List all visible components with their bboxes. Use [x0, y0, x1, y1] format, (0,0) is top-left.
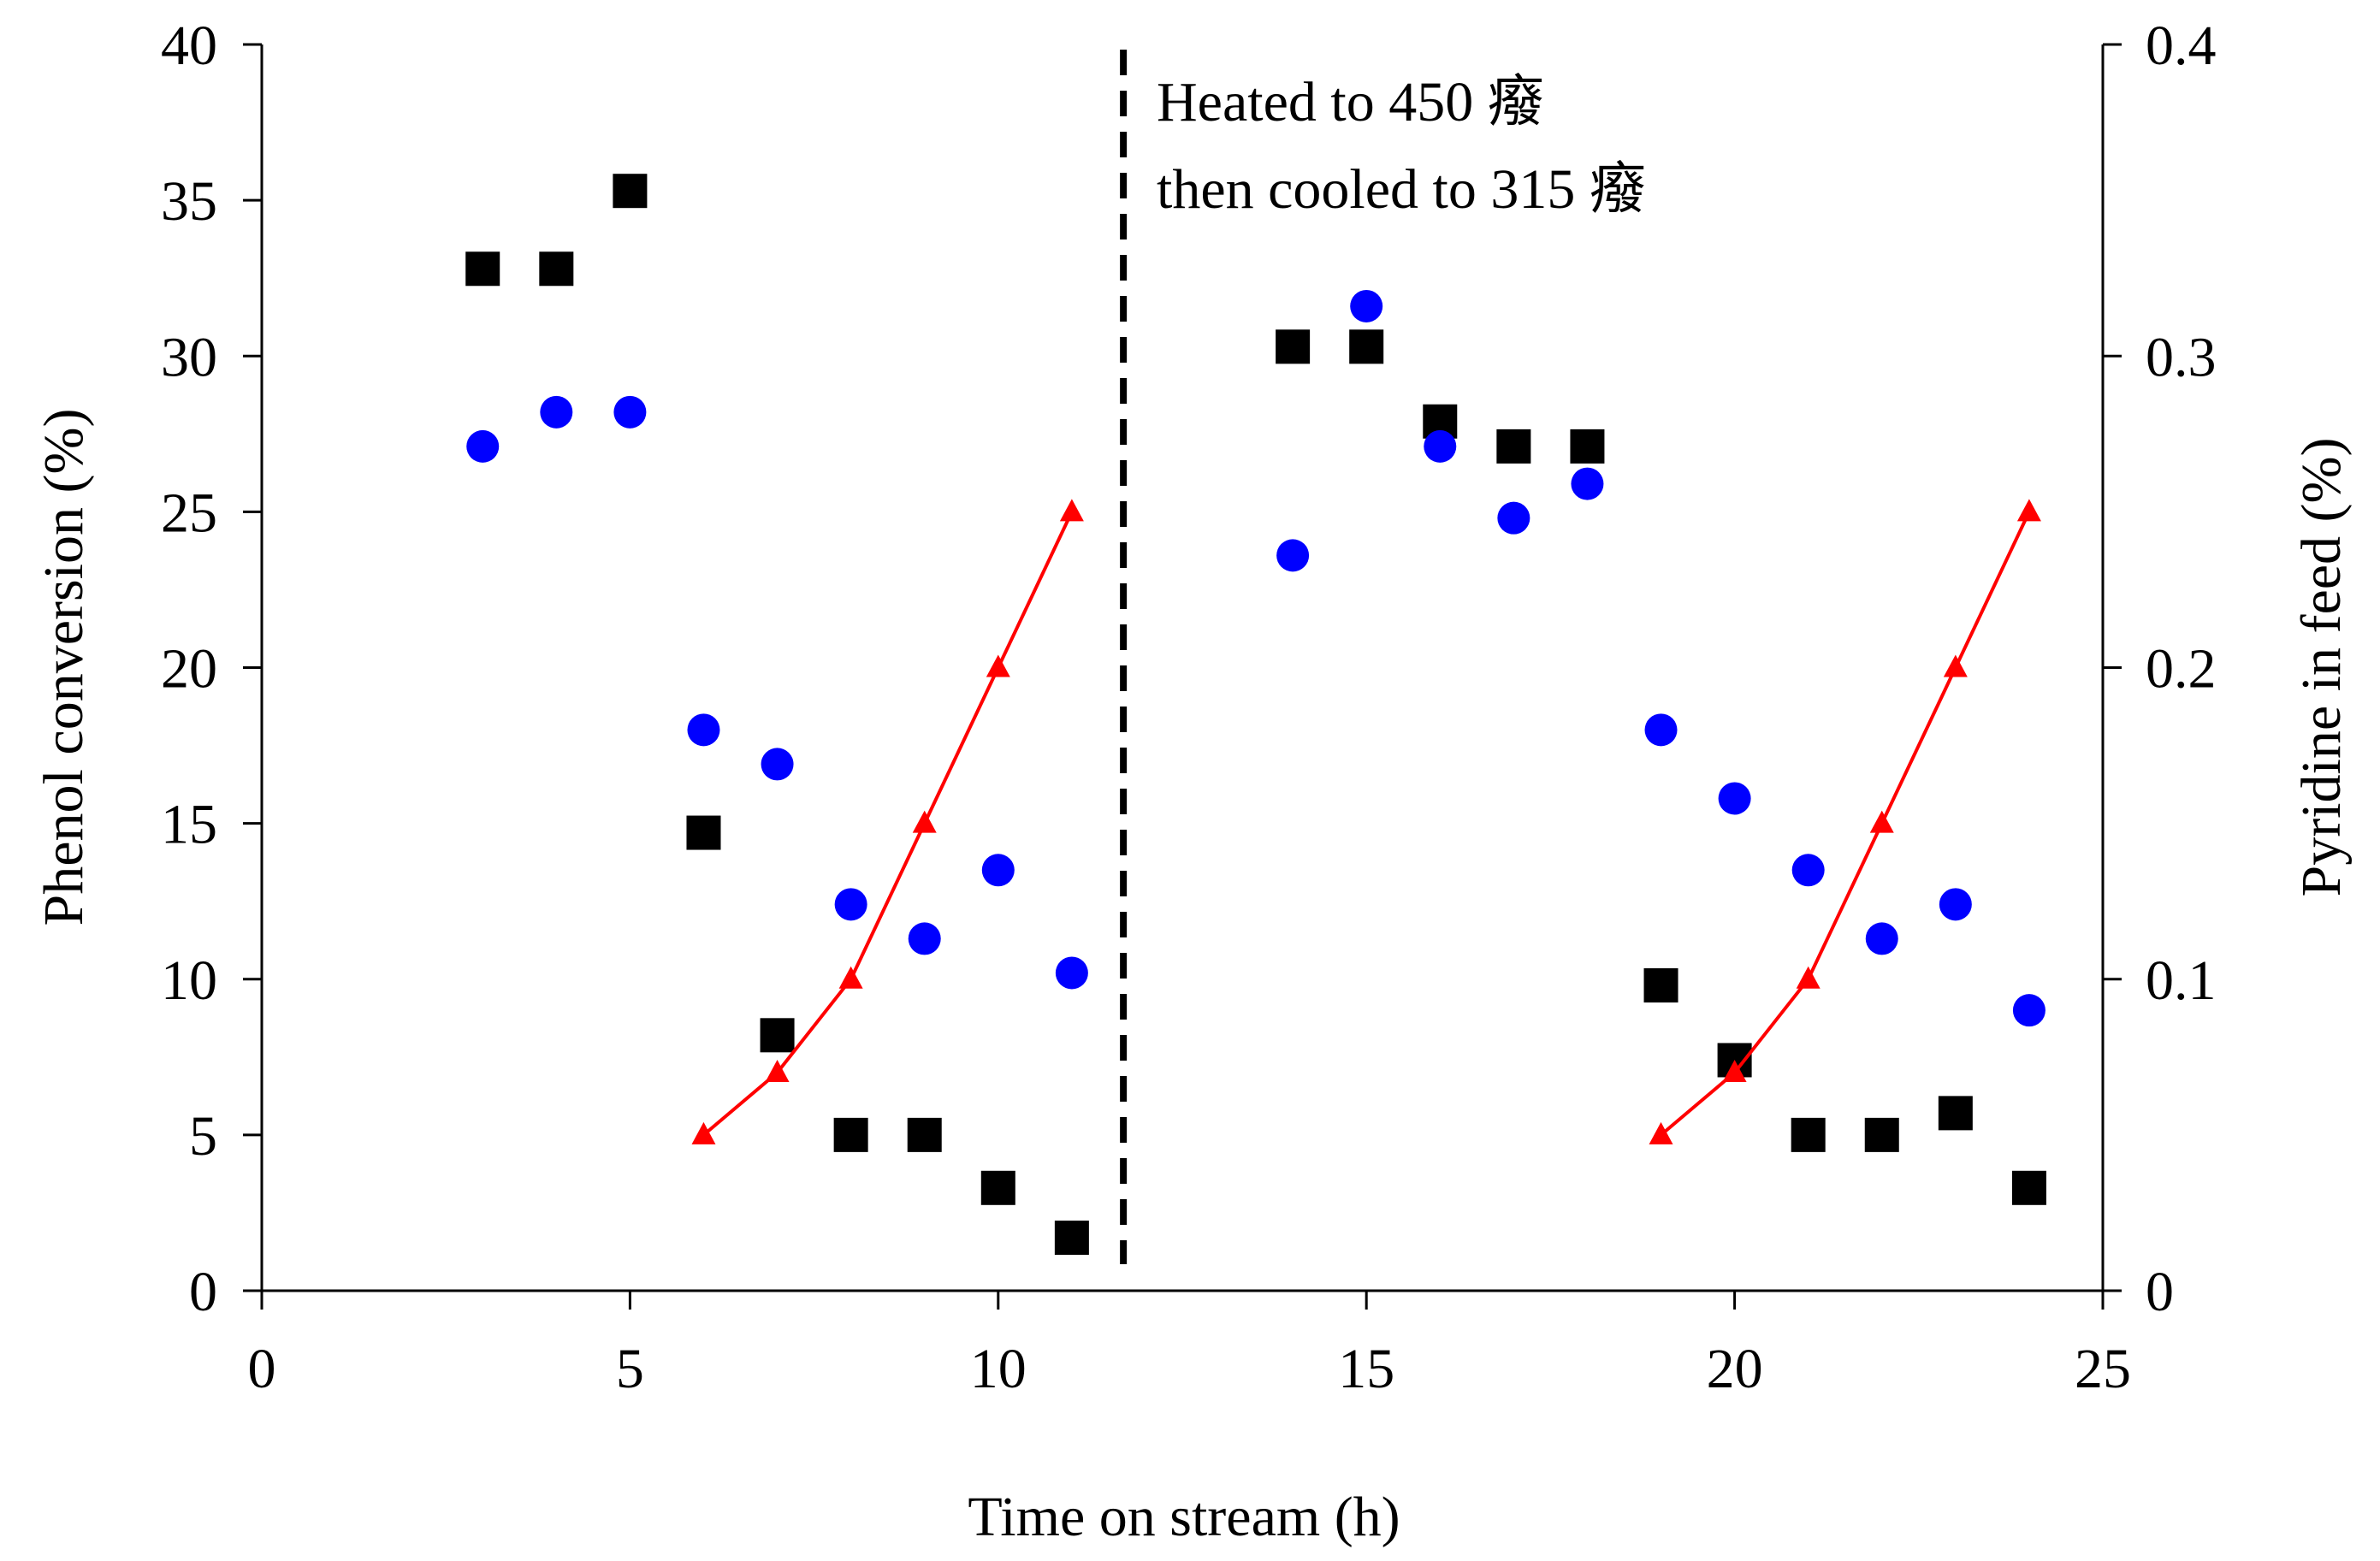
data-point-square: [1570, 429, 1605, 464]
annotation-line-2: then cooled to 315 癈: [1157, 158, 1646, 221]
y-left-tick-label: 40: [161, 15, 217, 77]
data-point-circle: [2012, 994, 2045, 1027]
data-point-circle: [1055, 956, 1088, 990]
y-left-tick-label: 10: [161, 949, 217, 1012]
series-triangle: [691, 499, 2041, 1144]
data-point-triangle: [691, 1121, 716, 1144]
data-point-square: [1276, 329, 1311, 364]
data-point-circle: [1718, 782, 1751, 815]
annotation-line-1: Heated to 450 癈: [1157, 71, 1544, 133]
y-right-tick-label: 0.2: [2146, 638, 2217, 701]
data-point-square: [980, 1170, 1015, 1205]
x-tick-label: 25: [2075, 1338, 2131, 1400]
data-point-triangle: [765, 1060, 790, 1083]
data-point-circle: [1644, 713, 1678, 747]
y-right-tick-label: 0.3: [2146, 326, 2217, 388]
data-point-triangle: [986, 654, 1010, 677]
series-circle: [466, 289, 2045, 1027]
x-tick-label: 15: [1338, 1338, 1394, 1400]
data-point-square: [539, 251, 574, 287]
data-point-circle: [1350, 289, 1383, 322]
data-point-triangle: [1869, 810, 1894, 833]
data-point-triangle: [838, 966, 863, 989]
data-point-triangle: [912, 810, 937, 833]
pyridine-line: [702, 511, 1074, 1137]
x-tick-label: 0: [248, 1338, 276, 1400]
y-left-tick-label: 5: [189, 1105, 217, 1168]
x-axis: 0 5 10 15 20 25: [248, 1291, 2131, 1400]
y-left-tick-label: 35: [161, 170, 217, 233]
data-point-circle: [1497, 501, 1530, 535]
y-axis-right-title: Pyridine in feed (%): [2290, 438, 2353, 897]
y-axis-left-title: Phenol conversion (%): [33, 409, 95, 926]
y-right-tick-label: 0: [2146, 1261, 2174, 1323]
data-point-circle: [613, 395, 647, 429]
y-axis-right: 0 0.1 0.2 0.3 0.4: [2103, 15, 2217, 1323]
data-point-square: [1349, 329, 1384, 364]
data-point-circle: [1424, 429, 1457, 463]
x-tick-label: 20: [1707, 1338, 1763, 1400]
data-point-circle: [981, 854, 1015, 887]
y-left-tick-label: 20: [161, 638, 217, 701]
series: [465, 174, 2046, 1256]
data-point-square: [833, 1117, 868, 1152]
data-point-circle: [540, 395, 573, 429]
data-point-square: [907, 1117, 942, 1152]
data-point-square: [1643, 968, 1678, 1003]
x-tick-label: 10: [970, 1338, 1027, 1400]
data-point-circle: [761, 748, 794, 781]
data-point-circle: [1939, 888, 1972, 921]
data-point-square: [613, 174, 648, 209]
data-point-square: [1496, 429, 1531, 464]
y-left-tick-label: 15: [161, 794, 217, 856]
data-point-circle: [834, 888, 867, 921]
data-point-triangle: [1059, 499, 1084, 522]
data-point-triangle: [1649, 1121, 1673, 1144]
x-tick-label: 5: [616, 1338, 644, 1400]
data-point-circle: [687, 713, 720, 747]
data-point-circle: [466, 429, 500, 463]
data-point-circle: [1276, 539, 1310, 572]
data-point-circle: [1865, 922, 1898, 955]
data-point-triangle: [1943, 654, 1968, 677]
data-point-square: [1938, 1096, 1973, 1131]
data-point-circle: [1571, 467, 1604, 500]
series-square: [465, 174, 2046, 1256]
data-point-square: [2011, 1170, 2046, 1205]
data-point-triangle: [1796, 966, 1821, 989]
y-right-tick-label: 0.1: [2146, 949, 2217, 1012]
y-axis-left: 0 5 10 15 20 25 30 35 40: [161, 15, 262, 1323]
y-left-tick-label: 0: [189, 1261, 217, 1323]
pyridine-line: [1660, 511, 2031, 1137]
plot-area: [260, 44, 2105, 1292]
data-point-square: [686, 815, 721, 850]
data-point-circle: [1791, 854, 1825, 887]
x-axis-title: Time on stream (h): [968, 1486, 1400, 1548]
y-left-tick-label: 30: [161, 326, 217, 388]
data-point-square: [1054, 1221, 1089, 1256]
y-left-tick-label: 25: [161, 482, 217, 544]
data-point-square: [760, 1018, 795, 1053]
y-right-tick-label: 0.4: [2146, 15, 2217, 77]
data-point-triangle: [1722, 1060, 1747, 1083]
data-point-triangle: [2016, 499, 2041, 522]
data-point-square: [1791, 1117, 1826, 1152]
data-point-circle: [908, 922, 941, 955]
data-point-square: [1864, 1117, 1899, 1152]
data-point-square: [465, 251, 500, 287]
